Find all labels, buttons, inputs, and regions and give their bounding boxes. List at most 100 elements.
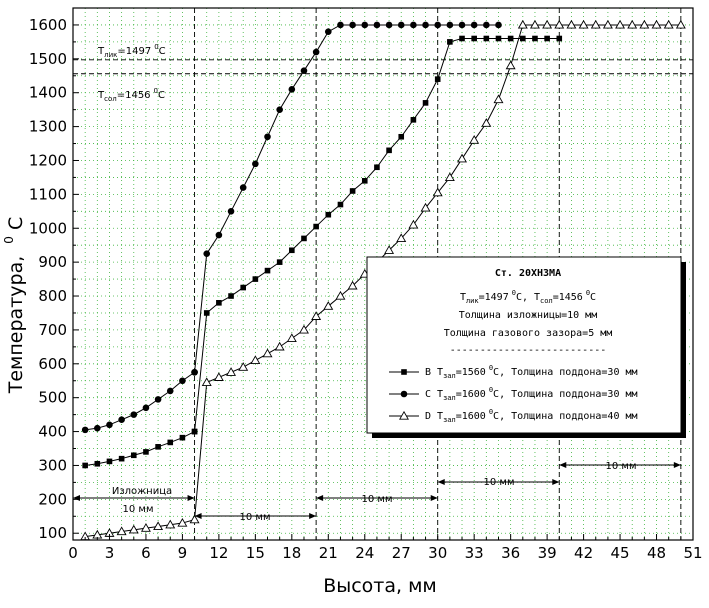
data-point bbox=[228, 293, 234, 299]
data-point bbox=[143, 449, 149, 455]
data-point bbox=[349, 188, 356, 194]
y-tick-label: 1500 bbox=[29, 50, 67, 68]
liquidus-sup: 0 bbox=[154, 43, 158, 51]
data-point bbox=[385, 21, 393, 29]
data-point bbox=[615, 19, 626, 29]
dim-arrow-left bbox=[316, 495, 324, 501]
dim-20-30 bbox=[316, 495, 438, 501]
data-point bbox=[410, 21, 417, 29]
liquidus-unit: C bbox=[159, 46, 166, 57]
legend-marker bbox=[400, 390, 408, 398]
data-point bbox=[227, 208, 235, 215]
data-point bbox=[118, 416, 125, 424]
data-point bbox=[422, 100, 429, 106]
dim-arrow-right bbox=[552, 479, 560, 485]
legend-tsol-unit: C bbox=[590, 292, 596, 303]
y-axis-label-group: Температура, 0 C bbox=[0, 217, 27, 395]
data-point bbox=[130, 452, 137, 459]
legend-entry-part: зал bbox=[443, 416, 456, 424]
data-point bbox=[469, 135, 480, 144]
legend-tliq-sub: лик bbox=[466, 297, 479, 305]
legend-entry-part: B T bbox=[425, 367, 443, 378]
legend-separator: -------------------------- bbox=[450, 345, 607, 356]
solidus-unit: C bbox=[158, 90, 165, 101]
legend-temps: Tлик=1497 0C, Tсол=1456 0C bbox=[460, 289, 596, 305]
data-point bbox=[264, 267, 271, 274]
data-point bbox=[507, 35, 514, 42]
data-point bbox=[373, 21, 381, 29]
data-point bbox=[410, 117, 417, 123]
x-tick-label: 42 bbox=[574, 544, 593, 562]
dim-label-10-20: 10 мм bbox=[240, 512, 271, 523]
liquidus-t: T bbox=[97, 46, 105, 57]
legend-entry-part: зал bbox=[443, 394, 456, 402]
data-point bbox=[201, 377, 212, 387]
data-point bbox=[203, 250, 211, 257]
data-point bbox=[335, 290, 346, 300]
data-point bbox=[432, 187, 443, 197]
data-point bbox=[238, 362, 249, 371]
data-point bbox=[398, 133, 405, 140]
data-point bbox=[311, 311, 322, 320]
legend-entry-part: C, Толщина поддона=40 мм bbox=[493, 411, 638, 422]
solidus-sub: сол bbox=[104, 95, 117, 103]
dimension-annotations: Изложница 10 мм 10 мм 10 мм 10 мм 10 мм bbox=[73, 461, 681, 523]
data-point bbox=[639, 19, 650, 29]
data-point bbox=[191, 368, 198, 376]
legend-entry-part: зал bbox=[443, 372, 456, 380]
data-point bbox=[374, 164, 380, 171]
data-point bbox=[483, 35, 490, 42]
legend-tsol: T bbox=[534, 292, 540, 303]
data-point bbox=[554, 19, 565, 29]
data-point bbox=[459, 35, 465, 42]
data-point bbox=[481, 118, 492, 127]
data-point bbox=[396, 233, 407, 243]
data-point bbox=[153, 521, 164, 531]
data-point bbox=[239, 184, 247, 191]
data-point bbox=[106, 421, 113, 429]
series-layer bbox=[80, 19, 686, 541]
y-tick-label: 1100 bbox=[29, 185, 67, 203]
data-point bbox=[324, 28, 332, 36]
data-point bbox=[602, 19, 613, 29]
y-tick-label: 1400 bbox=[29, 84, 67, 102]
legend-entry-part: C T bbox=[425, 389, 443, 400]
data-point bbox=[542, 19, 553, 29]
data-point bbox=[532, 35, 538, 42]
legend-entry-part: =1600 bbox=[456, 411, 486, 422]
legend-tliq-val: =1497 bbox=[479, 292, 509, 303]
data-point bbox=[81, 426, 89, 434]
data-point bbox=[386, 147, 392, 154]
data-point bbox=[493, 94, 504, 104]
data-point bbox=[627, 19, 638, 29]
dim-arrow-left bbox=[559, 462, 567, 468]
x-tick-label: 15 bbox=[246, 544, 265, 562]
data-point bbox=[286, 333, 297, 342]
data-point bbox=[289, 247, 295, 254]
data-point bbox=[651, 19, 662, 29]
series-triangle bbox=[80, 19, 686, 541]
data-point bbox=[140, 523, 151, 532]
data-point bbox=[444, 172, 455, 182]
data-point bbox=[675, 19, 686, 29]
data-point bbox=[422, 21, 429, 29]
series-circle bbox=[81, 21, 502, 434]
legend-entry-part: =1600 bbox=[456, 389, 486, 400]
data-point bbox=[252, 160, 259, 168]
data-point bbox=[215, 231, 223, 239]
data-point bbox=[252, 276, 259, 282]
legend-entry-part: D T bbox=[425, 411, 443, 422]
legend-mold-thickness: Толщина изложницы=10 мм bbox=[459, 310, 597, 321]
legend-marker bbox=[399, 410, 409, 420]
mold-dim-label: 10 мм bbox=[123, 504, 154, 515]
data-point bbox=[544, 35, 550, 42]
dim-label-20-30: 10 мм bbox=[362, 494, 393, 505]
data-point bbox=[337, 201, 344, 208]
data-point bbox=[189, 514, 200, 524]
dim-mold bbox=[73, 495, 195, 501]
y-axis-label: Температура, 0 C bbox=[0, 217, 27, 395]
data-point bbox=[446, 21, 454, 29]
y-tick-label: 500 bbox=[38, 389, 67, 407]
y-tick-label: 300 bbox=[38, 456, 67, 474]
legend-box bbox=[366, 256, 682, 434]
